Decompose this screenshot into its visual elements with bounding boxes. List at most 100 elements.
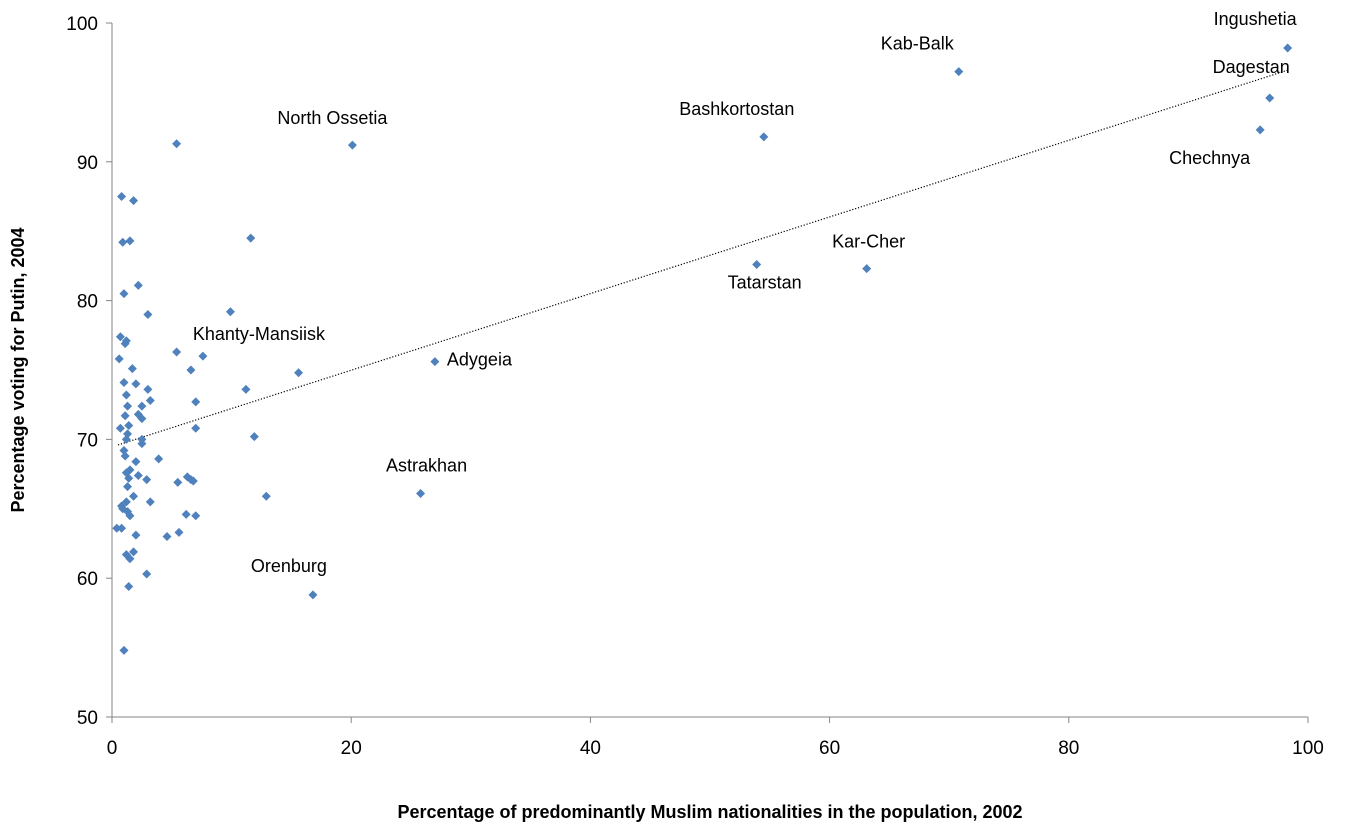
data-point bbox=[261, 491, 271, 501]
data-point bbox=[181, 509, 191, 519]
data-point bbox=[125, 511, 135, 521]
data-point bbox=[114, 354, 124, 364]
data-point bbox=[145, 497, 155, 507]
data-point bbox=[133, 280, 143, 290]
data-point bbox=[129, 196, 139, 206]
data-point bbox=[308, 590, 318, 600]
data-point bbox=[129, 547, 139, 557]
data-point bbox=[121, 336, 131, 346]
data-point bbox=[125, 465, 135, 475]
point-label: Kab-Balk bbox=[881, 34, 955, 54]
data-point bbox=[186, 365, 196, 375]
data-point bbox=[191, 511, 201, 521]
data-point bbox=[862, 264, 872, 274]
point-label: North Ossetia bbox=[277, 108, 388, 128]
y-tick-label: 60 bbox=[77, 569, 98, 590]
point-label: Bashkortostan bbox=[679, 99, 794, 119]
trendline bbox=[117, 69, 1288, 446]
data-point bbox=[137, 401, 147, 411]
data-point bbox=[430, 357, 440, 367]
data-point bbox=[118, 237, 128, 247]
data-point bbox=[246, 233, 256, 243]
data-point bbox=[752, 260, 762, 270]
data-point bbox=[294, 368, 304, 378]
data-point bbox=[133, 470, 143, 480]
point-label: Orenburg bbox=[251, 556, 327, 576]
y-axis-title: Percentage voting for Putin, 2004 bbox=[8, 227, 28, 512]
data-point bbox=[120, 451, 130, 461]
data-points bbox=[112, 43, 1293, 655]
data-point bbox=[123, 507, 133, 517]
point-label: Astrakhan bbox=[386, 456, 467, 476]
data-point bbox=[143, 384, 153, 394]
data-point bbox=[1265, 93, 1275, 103]
data-point bbox=[117, 192, 127, 201]
data-point bbox=[121, 434, 131, 444]
data-point bbox=[121, 550, 131, 560]
data-point bbox=[191, 397, 201, 407]
x-axis-title: Percentage of predominantly Muslim natio… bbox=[397, 802, 1022, 822]
data-point bbox=[162, 532, 172, 542]
data-point bbox=[172, 347, 182, 357]
data-point bbox=[954, 67, 964, 77]
data-point bbox=[188, 476, 198, 486]
data-point bbox=[1283, 43, 1293, 53]
x-axis-ticks: 0 20 40 60 80 100 bbox=[107, 717, 1324, 759]
data-point bbox=[241, 384, 251, 394]
x-tick-label: 20 bbox=[341, 738, 362, 759]
data-point bbox=[124, 473, 134, 483]
y-tick-label: 70 bbox=[77, 430, 98, 451]
point-label: Tatarstan bbox=[728, 273, 802, 293]
data-point bbox=[142, 475, 152, 485]
data-point bbox=[123, 401, 133, 411]
y-tick-label: 90 bbox=[77, 153, 98, 174]
data-point bbox=[137, 414, 147, 424]
point-label: Khanty-Mansiisk bbox=[193, 324, 326, 344]
data-point bbox=[117, 523, 127, 533]
data-point bbox=[119, 645, 129, 655]
data-point bbox=[131, 457, 141, 467]
data-point bbox=[115, 332, 125, 342]
data-point bbox=[131, 379, 141, 389]
data-point bbox=[123, 429, 133, 439]
point-label: Adygeia bbox=[447, 350, 513, 370]
data-point bbox=[124, 582, 134, 592]
data-point bbox=[759, 132, 769, 142]
data-point bbox=[416, 489, 426, 499]
data-point bbox=[124, 421, 134, 431]
data-point bbox=[125, 554, 135, 564]
y-tick-label: 100 bbox=[66, 14, 98, 35]
x-tick-label: 40 bbox=[580, 738, 601, 759]
data-point bbox=[198, 351, 208, 361]
data-point bbox=[145, 396, 155, 406]
data-point bbox=[121, 390, 131, 400]
x-tick-label: 100 bbox=[1292, 738, 1324, 759]
data-point bbox=[119, 289, 129, 299]
data-point bbox=[154, 454, 164, 464]
point-label: Dagestan bbox=[1213, 57, 1290, 77]
point-label: Ingushetia bbox=[1214, 9, 1298, 29]
point-label: Kar-Cher bbox=[832, 232, 905, 252]
data-point bbox=[119, 377, 129, 387]
axes bbox=[111, 23, 1308, 718]
trendline-group bbox=[117, 69, 1288, 446]
data-point bbox=[119, 446, 129, 456]
y-tick-label: 80 bbox=[77, 292, 98, 313]
data-point bbox=[174, 527, 184, 537]
data-point bbox=[172, 139, 182, 149]
x-tick-label: 0 bbox=[107, 738, 118, 759]
data-point bbox=[123, 482, 133, 492]
x-tick-label: 80 bbox=[1058, 738, 1079, 759]
data-point bbox=[129, 491, 139, 501]
point-label: Chechnya bbox=[1169, 148, 1251, 168]
data-point bbox=[112, 523, 122, 533]
data-point bbox=[1255, 125, 1265, 135]
data-point bbox=[142, 569, 152, 579]
data-point bbox=[137, 439, 147, 449]
point-annotations: North Ossetia Bashkortostan Kab-Balk Ingush… bbox=[193, 9, 1298, 576]
data-point bbox=[115, 423, 125, 433]
data-point bbox=[249, 432, 259, 442]
data-point bbox=[121, 468, 131, 478]
